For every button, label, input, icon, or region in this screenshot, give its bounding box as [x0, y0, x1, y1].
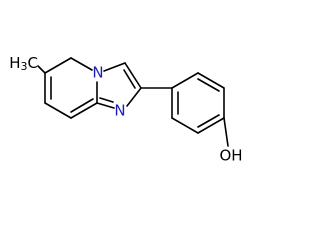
bond	[197, 117, 225, 134]
bond	[103, 62, 126, 72]
bond	[37, 65, 46, 74]
atom-symbol: C	[28, 54, 38, 72]
bond	[123, 69, 136, 89]
bond	[70, 57, 93, 71]
atom-symbol: H	[9, 54, 20, 72]
bond	[96, 102, 115, 109]
bonds	[37, 57, 229, 147]
methyl-label: H3C	[9, 54, 38, 74]
bond	[197, 72, 225, 89]
molecule: H3C N N OH	[9, 54, 242, 165]
bond	[126, 87, 142, 107]
atom-label: OH	[219, 147, 242, 165]
bond	[44, 57, 72, 74]
bond	[44, 102, 72, 119]
bond	[197, 78, 220, 92]
bond	[171, 117, 199, 134]
bond	[223, 117, 229, 147]
bond	[70, 98, 94, 113]
bond	[171, 72, 199, 89]
atom-count: 3	[21, 60, 28, 73]
atom-label: N	[92, 64, 103, 82]
atom-label: N	[114, 102, 125, 120]
bond	[99, 97, 114, 103]
bond	[70, 102, 98, 119]
bond	[124, 62, 142, 89]
bond	[197, 114, 220, 128]
